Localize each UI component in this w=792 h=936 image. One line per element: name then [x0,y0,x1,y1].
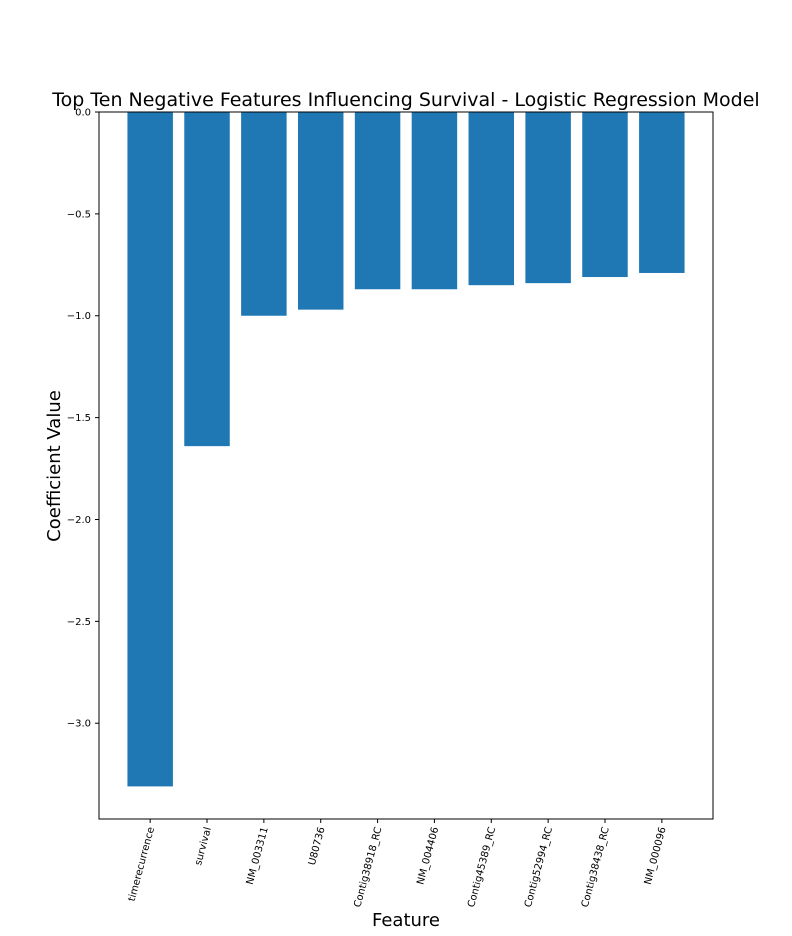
x-axis-ticks: timerecurrence survival NM_003311 U80736 Con… [127,819,669,909]
x-tick-label: NM_004406 [415,826,441,886]
x-tick-label: Contig38438_RC [580,826,612,909]
bar-NM_004406 [411,112,458,290]
bar-NM_003311 [241,112,287,316]
bar-Contig38918_RC [354,112,401,290]
x-tick-label: Contig52994_RC [523,826,555,909]
plot-frame [98,111,714,820]
y-tick-label: −2.0 [67,515,91,526]
bar-NM_000096 [639,112,685,273]
x-tick-label: Contig45389_RC [466,826,498,909]
y-tick-label: −3.0 [67,719,91,730]
y-tick-label: −2.5 [67,617,91,628]
x-axis-label: Feature [372,910,440,931]
bar-timerecurrence [127,112,173,787]
x-tick-label: survival [193,826,214,867]
x-tick-label: NM_000096 [643,826,669,886]
x-tick-label: Contig38918_RC [352,826,384,909]
bar-Contig38438_RC [582,112,628,278]
x-tick-label: NM_003311 [245,826,271,886]
y-tick-label: 0.0 [75,108,91,119]
y-tick-label: −1.5 [67,413,91,424]
bars-group [127,112,685,787]
bar-Contig52994_RC [525,112,571,284]
chart-title: Top Ten Negative Features Influencing Su… [51,89,759,111]
bar-Contig45389_RC [468,112,515,286]
bar-U80736 [297,112,344,310]
bar-survival [184,112,230,447]
y-axis-label: Coefficient Value [44,390,65,542]
y-tick-label: −0.5 [67,209,91,220]
x-tick-label: U80736 [307,826,328,867]
x-tick-label: timerecurrence [127,826,157,903]
y-tick-label: −1.0 [67,311,91,322]
y-axis-ticks: 0.0 −0.5 −1.0 −1.5 −2.0 −2.5 −3.0 [67,108,99,730]
